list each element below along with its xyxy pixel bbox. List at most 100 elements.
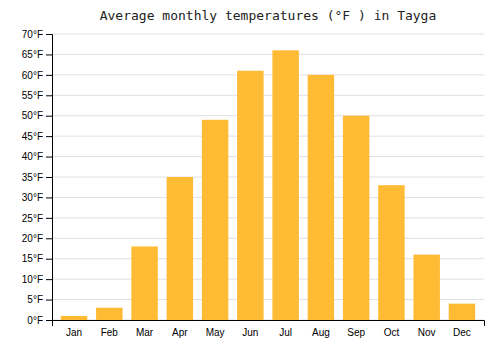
plot-area: 0°F 5°F 10°F 15°F 20°F 25°F 30°F 35°F 40°F 45°F 50… bbox=[22, 29, 485, 338]
chart: 0°F 5°F 10°F 15°F 20°F 25°F 30°F 35°F 40°F 45°F 50… bbox=[0, 0, 500, 350]
tick-label: Nov bbox=[418, 327, 436, 338]
tick-label: Sep bbox=[347, 327, 365, 338]
tick: 35°F bbox=[22, 172, 52, 183]
bar bbox=[96, 308, 122, 320]
tick-label: 30°F bbox=[22, 192, 43, 203]
tick: Mar bbox=[136, 327, 154, 338]
tick-mark bbox=[46, 95, 52, 96]
y-axis: 0°F 5°F 10°F 15°F 20°F 25°F 30°F 35°F 40°F 45°F 50… bbox=[22, 29, 53, 326]
tick: 65°F bbox=[22, 49, 52, 60]
tick-label: Jul bbox=[279, 327, 292, 338]
tick: Jan bbox=[66, 327, 82, 338]
tick-label: 20°F bbox=[22, 233, 43, 244]
grid-line bbox=[52, 197, 484, 198]
tick-label: 40°F bbox=[22, 151, 43, 162]
tick: 5°F bbox=[27, 294, 52, 305]
tick: Jun bbox=[242, 327, 258, 338]
bar bbox=[272, 50, 298, 320]
grid-line bbox=[52, 115, 484, 116]
bar bbox=[308, 75, 334, 320]
tick-label: Aug bbox=[312, 327, 330, 338]
grid-line bbox=[52, 95, 484, 96]
grid-line bbox=[52, 238, 484, 239]
grid-line bbox=[52, 54, 484, 55]
tick: 20°F bbox=[22, 233, 52, 244]
tick: Feb bbox=[101, 327, 119, 338]
tick: Sep bbox=[347, 327, 365, 338]
tick: Dec bbox=[453, 327, 471, 338]
tick: 15°F bbox=[22, 253, 52, 264]
tick: 0°F bbox=[27, 315, 52, 326]
tick-label: Oct bbox=[384, 327, 400, 338]
tick: Aug bbox=[312, 327, 330, 338]
tick: Oct bbox=[384, 327, 400, 338]
tick-mark bbox=[46, 320, 52, 321]
tick-mark bbox=[46, 116, 52, 117]
tick: 50°F bbox=[22, 110, 52, 121]
tick-label: 10°F bbox=[22, 274, 43, 285]
tick-mark bbox=[46, 300, 52, 301]
tick: 45°F bbox=[22, 131, 52, 142]
tick: 10°F bbox=[22, 274, 52, 285]
tick-label: 70°F bbox=[22, 29, 43, 40]
grid-line bbox=[52, 74, 484, 75]
tick: 70°F bbox=[22, 29, 52, 40]
tick-label: Feb bbox=[101, 327, 119, 338]
tick-label: 60°F bbox=[22, 70, 43, 81]
tick-mark bbox=[46, 259, 52, 260]
tick-mark bbox=[46, 238, 52, 239]
tick-label: 45°F bbox=[22, 131, 43, 142]
tick-mark bbox=[46, 177, 52, 178]
tick-label: Apr bbox=[172, 327, 188, 338]
tick: 30°F bbox=[22, 192, 52, 203]
tick-mark bbox=[46, 279, 52, 280]
tick-label: 35°F bbox=[22, 172, 43, 183]
bar bbox=[167, 177, 193, 320]
tick-mark bbox=[46, 218, 52, 219]
bar bbox=[413, 255, 439, 320]
tick: 55°F bbox=[22, 90, 52, 101]
bar bbox=[237, 71, 263, 320]
bar bbox=[378, 185, 404, 320]
tick-label: 55°F bbox=[22, 90, 43, 101]
tick: 40°F bbox=[22, 151, 52, 162]
grid-line bbox=[52, 177, 484, 178]
tick-mark bbox=[46, 54, 52, 55]
tick-label: Dec bbox=[453, 327, 471, 338]
tick-label: 15°F bbox=[22, 253, 43, 264]
grid-line bbox=[52, 34, 484, 35]
tick-label: May bbox=[206, 327, 225, 338]
tick-mark bbox=[46, 157, 52, 158]
bar bbox=[131, 246, 157, 320]
axis-line bbox=[46, 35, 53, 321]
tick-label: Jun bbox=[242, 327, 258, 338]
tick: Nov bbox=[418, 327, 436, 338]
tick-label: 25°F bbox=[22, 213, 43, 224]
tick-label: Jan bbox=[66, 327, 82, 338]
tick-mark bbox=[46, 75, 52, 76]
grid-line bbox=[52, 217, 484, 218]
tick-label: 65°F bbox=[22, 49, 43, 60]
bar bbox=[61, 316, 87, 320]
title: Average monthly temperatures (°F ) in Ta… bbox=[100, 8, 437, 23]
tick: 25°F bbox=[22, 213, 52, 224]
tick: Jul bbox=[279, 327, 292, 338]
axis-line bbox=[53, 321, 485, 327]
tick: May bbox=[206, 327, 225, 338]
x-axis: Jan Feb Mar Apr May Jun Jul Aug Sep Oct Nov Dec bbox=[53, 321, 485, 339]
grid-line bbox=[52, 156, 484, 157]
grid-line bbox=[52, 136, 484, 137]
bar bbox=[343, 116, 369, 320]
bars bbox=[61, 50, 475, 320]
tick-mark bbox=[46, 197, 52, 198]
tick-label: 0°F bbox=[27, 315, 43, 326]
tick-mark bbox=[46, 34, 52, 35]
tick-mark bbox=[46, 136, 52, 137]
tick: Apr bbox=[172, 327, 188, 338]
grid bbox=[52, 34, 484, 320]
tick-label: Mar bbox=[136, 327, 154, 338]
tick-label: 50°F bbox=[22, 110, 43, 121]
tick: 60°F bbox=[22, 70, 52, 81]
bar bbox=[449, 304, 475, 320]
bar bbox=[202, 120, 228, 320]
